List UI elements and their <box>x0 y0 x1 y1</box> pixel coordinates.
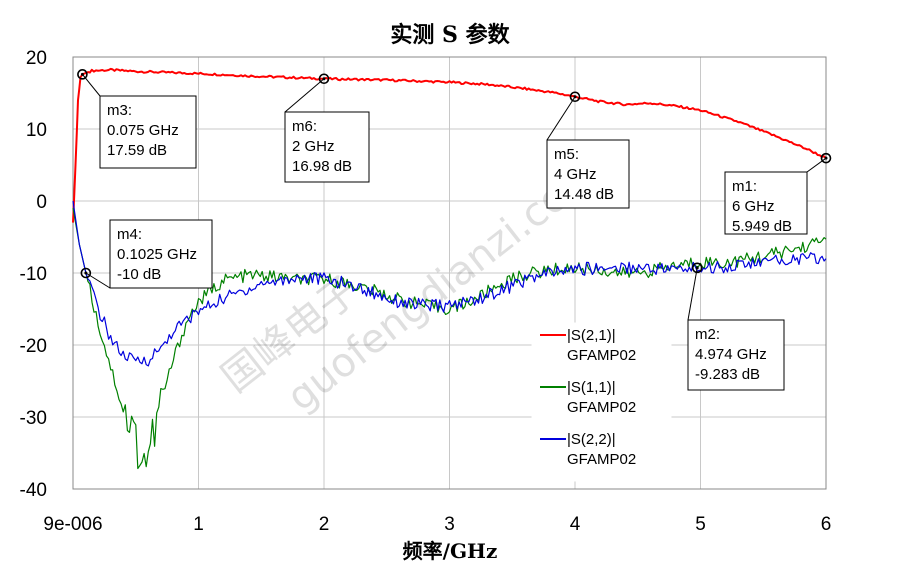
marker-leader <box>687 267 698 321</box>
marker-m3[interactable]: m3: 0.075 GHz 17.59 dB <box>77 69 197 169</box>
marker-point <box>80 267 92 279</box>
marker-m5[interactable]: m5: 4 GHz 14.48 dB <box>546 91 630 209</box>
marker-label: 4.974 GHz <box>695 346 767 363</box>
marker-point <box>569 91 581 103</box>
marker-label: m4: <box>117 226 142 243</box>
y-tick-label: -10 <box>20 264 47 285</box>
marker-point <box>820 152 832 164</box>
marker-label: -10 dB <box>117 266 161 283</box>
legend: |S(2,1)| GFAMP02 |S(1,1)| GFAMP02 |S(2,2)| GF… <box>531 322 672 482</box>
x-tick-label: 2 <box>319 514 330 535</box>
markers: m1: 6 GHz 5.949 dB m2: 4.974 GHz -9.283 dB m3:… <box>77 69 832 391</box>
marker-dot <box>695 266 699 270</box>
x-tick-label: 4 <box>570 514 581 535</box>
x-tick-label: 6 <box>821 514 832 535</box>
marker-dot <box>80 72 84 76</box>
marker-dot <box>824 156 828 160</box>
y-tick-label: 20 <box>26 48 47 69</box>
marker-leader <box>284 78 325 113</box>
y-tick-label: -40 <box>20 480 47 501</box>
y-tick-label: -30 <box>20 408 47 429</box>
legend-series-name: |S(2,1)| <box>567 327 616 344</box>
marker-label: 6 GHz <box>732 198 775 215</box>
series-line-3 <box>72 200 827 367</box>
y-tick-label: -20 <box>20 336 47 357</box>
marker-point <box>691 262 703 274</box>
legend-series-sub: GFAMP02 <box>567 347 636 364</box>
legend-series-name: |S(2,2)| <box>567 431 616 448</box>
marker-label: 4 GHz <box>554 166 597 183</box>
marker-box <box>284 111 370 183</box>
marker-label: 2 GHz <box>292 138 335 155</box>
x-tick-label: 9e-006 <box>43 514 102 535</box>
plot-frame <box>72 56 827 490</box>
marker-leader <box>546 96 576 141</box>
marker-dot <box>322 77 326 81</box>
legend-series-sub: GFAMP02 <box>567 399 636 416</box>
marker-leader <box>806 157 827 173</box>
marker-m6[interactable]: m6: 2 GHz 16.98 dB <box>284 73 370 183</box>
marker-label: m6: <box>292 118 317 135</box>
marker-box <box>687 319 785 391</box>
legend-series-sub: GFAMP02 <box>567 451 636 468</box>
marker-label: 14.48 dB <box>554 186 614 203</box>
marker-label: m1: <box>732 178 757 195</box>
marker-dot <box>84 271 88 275</box>
marker-label: 16.98 dB <box>292 158 352 175</box>
marker-label: -9.283 dB <box>695 366 760 383</box>
marker-label: m3: <box>107 102 132 119</box>
marker-m2[interactable]: m2: 4.974 GHz -9.283 dB <box>687 262 785 391</box>
x-tick-label: 1 <box>193 514 204 535</box>
marker-point <box>318 73 330 85</box>
marker-point <box>77 69 88 80</box>
y-tick-label: 0 <box>36 192 47 213</box>
legend-box <box>531 322 672 482</box>
x-tick-label: 3 <box>444 514 455 535</box>
x-axis-label: 频率/GHz <box>403 539 498 563</box>
marker-m4[interactable]: m4: 0.1025 GHz -10 dB <box>80 219 213 289</box>
marker-dot <box>573 95 577 99</box>
x-tick-label: 5 <box>695 514 706 535</box>
marker-box <box>546 139 630 209</box>
marker-label: m2: <box>695 326 720 343</box>
marker-m1[interactable]: m1: 6 GHz 5.949 dB <box>724 152 832 235</box>
marker-label: 5.949 dB <box>732 218 792 235</box>
marker-label: m5: <box>554 146 579 163</box>
marker-label: 0.075 GHz <box>107 122 179 139</box>
legend-series-name: |S(1,1)| <box>567 379 616 396</box>
marker-label: 0.1025 GHz <box>117 246 197 263</box>
x-axis-ticks: 9e-006 1 2 3 4 5 6 <box>43 514 831 535</box>
marker-box <box>99 95 197 169</box>
marker-label: 17.59 dB <box>107 142 167 159</box>
y-axis-ticks: 20 10 0 -10 -20 -30 -40 <box>20 48 47 501</box>
y-tick-label: 10 <box>26 120 47 141</box>
marker-box <box>724 171 808 235</box>
marker-box <box>109 219 213 289</box>
chart-title: 实测 S 参数 <box>390 22 510 48</box>
series-line-1 <box>72 67 827 223</box>
